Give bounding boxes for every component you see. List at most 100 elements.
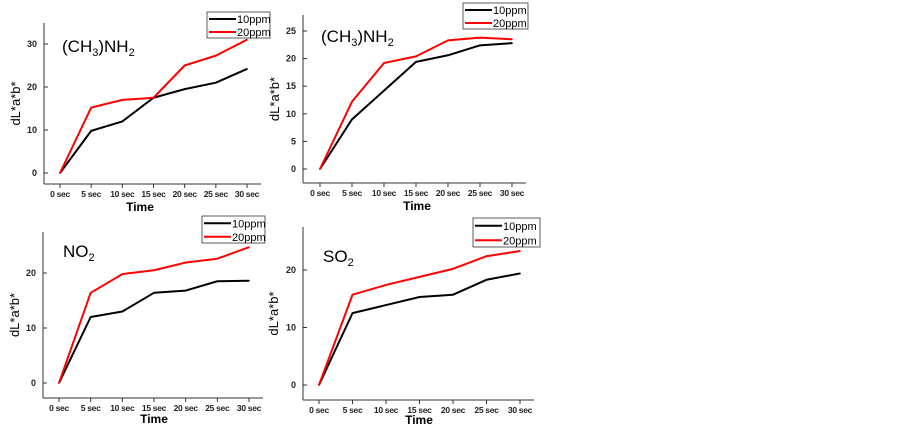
data-point-20ppm xyxy=(479,36,481,39)
data-point-20ppm xyxy=(318,384,320,386)
data-point-20ppm xyxy=(90,106,92,109)
legend-label-10ppm: 10ppm xyxy=(232,218,266,230)
data-point-20ppm xyxy=(415,55,417,58)
x-tick-label: 0 sec xyxy=(50,189,70,199)
x-axis-label: Time xyxy=(126,200,154,214)
data-point-20ppm xyxy=(215,54,217,57)
legend-label-10ppm: 10ppm xyxy=(493,5,527,17)
y-tick-label: 20 xyxy=(27,82,37,92)
legend-box xyxy=(462,2,529,30)
data-point-10ppm xyxy=(248,279,250,282)
x-tick-label: 25 sec xyxy=(204,189,229,199)
x-axis-label: Time xyxy=(140,412,168,426)
chart-panel-4: 0 10 20 0 sec 5 sec 10 sec 15 sec 20 sec 25 sec 3… xyxy=(266,217,541,426)
series-line-10ppm xyxy=(318,272,521,386)
legend-label-20ppm: 20ppm xyxy=(503,235,537,247)
legend-label-20ppm: 20ppm xyxy=(237,27,271,39)
x-tick-label: 0 sec xyxy=(310,188,330,198)
data-point-10ppm xyxy=(246,68,248,70)
legend-label-20ppm: 20ppm xyxy=(493,18,527,30)
data-point-20ppm xyxy=(121,99,124,101)
data-point-20ppm xyxy=(418,276,421,278)
series-line-20ppm xyxy=(319,36,513,170)
data-point-10ppm xyxy=(447,54,449,57)
chart-title: NO2 xyxy=(63,242,95,264)
x-tick-label: 15 sec xyxy=(407,405,432,415)
legend: 10ppm 20ppm xyxy=(472,217,541,248)
legend-label-10ppm: 10ppm xyxy=(237,14,271,26)
series-line-10ppm xyxy=(58,279,250,384)
x-tick-label: 25 sec xyxy=(468,188,493,198)
data-point-10ppm xyxy=(216,280,219,283)
x-tick-label: 15 sec xyxy=(142,403,167,413)
x-tick-label: 10 sec xyxy=(110,403,135,413)
y-tick-label: 10 xyxy=(26,323,36,333)
data-point-20ppm xyxy=(58,382,60,384)
legend-label-20ppm: 20ppm xyxy=(232,232,266,244)
data-point-10ppm xyxy=(452,293,454,296)
chart-panel-3: 0 10 20 0 sec 5 sec 10 sec 15 sec 20 sec 25 sec 3… xyxy=(7,215,266,426)
data-point-10ppm xyxy=(351,118,353,121)
data-point-20ppm xyxy=(183,64,186,67)
y-tick-label: 0 xyxy=(291,164,296,174)
data-point-10ppm xyxy=(415,61,417,63)
y-tick-label: 0 xyxy=(32,168,37,178)
legend-box xyxy=(472,217,541,248)
y-axis-label: dL*a*b* xyxy=(267,77,282,121)
data-point-20ppm xyxy=(452,268,454,270)
x-tick-label: 30 sec xyxy=(235,189,260,199)
data-point-10ppm xyxy=(511,42,513,44)
y-tick-label: 0 xyxy=(291,380,296,390)
data-point-20ppm xyxy=(246,38,248,41)
x-tick-label: 10 sec xyxy=(110,189,135,199)
chart-title: (CH3)NH2 xyxy=(62,37,135,59)
data-point-20ppm xyxy=(184,261,187,264)
data-point-10ppm xyxy=(90,130,92,132)
legend-box xyxy=(201,215,266,244)
series-line-20ppm xyxy=(58,246,250,384)
x-tick-label: 30 sec xyxy=(237,403,262,413)
data-point-10ppm xyxy=(385,304,387,306)
data-point-20ppm xyxy=(385,284,387,286)
x-tick-label: 25 sec xyxy=(474,405,499,415)
x-tick-label: 30 sec xyxy=(508,405,533,415)
y-tick-label: 10 xyxy=(286,323,296,333)
y-axis-label: dL*a*b* xyxy=(266,291,281,335)
data-point-20ppm xyxy=(59,172,61,174)
y-tick-label: 10 xyxy=(27,125,37,135)
x-tick-label: 5 sec xyxy=(342,188,362,198)
x-tick-label: 10 sec xyxy=(374,405,399,415)
data-point-10ppm xyxy=(485,278,488,281)
data-point-20ppm xyxy=(351,100,353,103)
data-point-20ppm xyxy=(519,250,521,252)
data-point-20ppm xyxy=(216,257,219,260)
data-point-20ppm xyxy=(511,38,513,41)
x-tick-label: 5 sec xyxy=(343,405,363,415)
y-tick-label: 25 xyxy=(286,26,296,36)
data-point-20ppm xyxy=(153,269,155,272)
data-point-20ppm xyxy=(89,292,92,294)
data-point-10ppm xyxy=(519,272,521,275)
chart-panel-2: 0 5 10 15 20 25 0 sec 5 sec 10 sec 15 sec 20 sec 25… xyxy=(267,2,529,213)
data-point-20ppm xyxy=(485,255,488,257)
y-tick-label: 15 xyxy=(286,81,296,91)
data-point-10ppm xyxy=(183,88,186,90)
data-point-10ppm xyxy=(351,312,354,314)
y-tick-label: 20 xyxy=(26,268,36,278)
x-tick-label: 30 sec xyxy=(500,188,525,198)
series-line-10ppm xyxy=(59,68,248,174)
legend-label-10ppm: 10ppm xyxy=(503,221,537,233)
x-tick-label: 0 sec xyxy=(49,403,69,413)
x-tick-label: 5 sec xyxy=(81,403,101,413)
chart-panel-1: 0 10 20 30 0 sec 5 sec 10 sec 15 sec 20 sec 25 se… xyxy=(8,11,271,214)
data-point-10ppm xyxy=(184,289,187,292)
legend-box xyxy=(206,11,271,39)
y-axis-label: dL*a*b* xyxy=(7,293,22,337)
y-tick-label: 30 xyxy=(27,39,37,49)
x-tick-label: 10 sec xyxy=(372,188,397,198)
x-tick-label: 20 sec xyxy=(441,405,466,415)
data-point-10ppm xyxy=(89,316,92,318)
data-point-10ppm xyxy=(479,44,481,47)
